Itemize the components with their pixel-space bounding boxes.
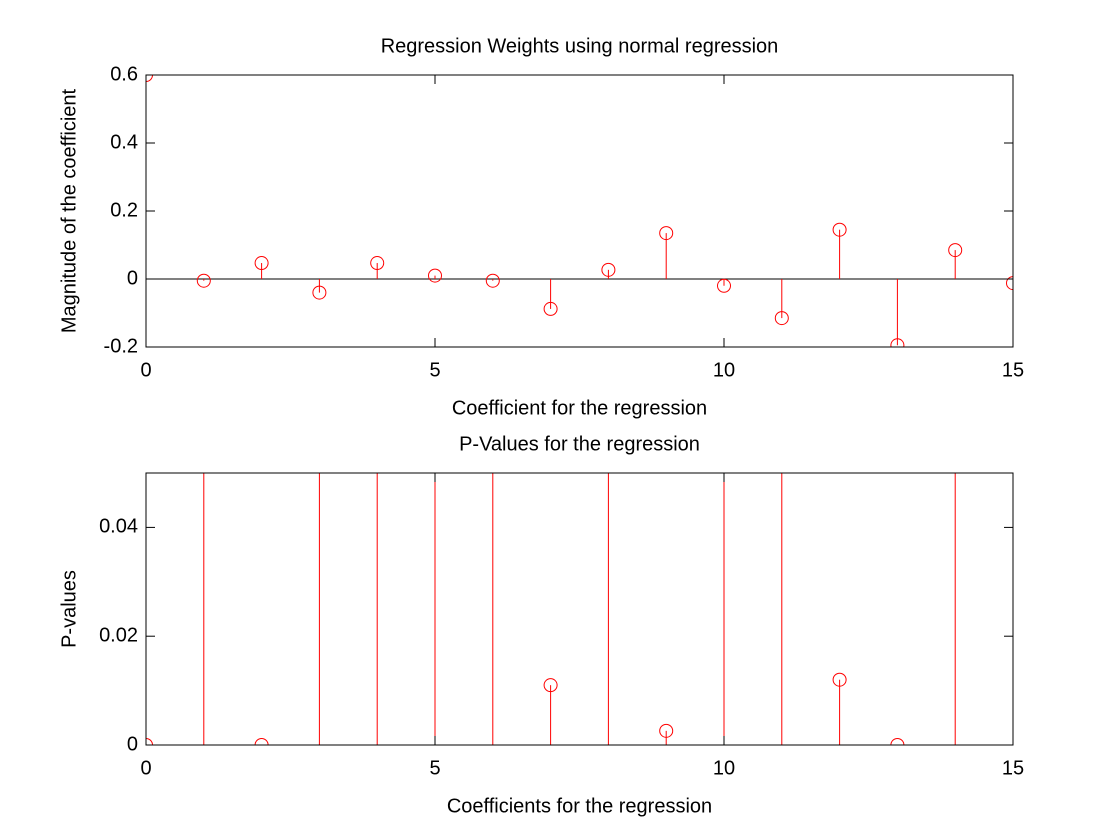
subplot: Regression Weights using normal regressi… [58,35,1024,419]
axes-box [145,74,1014,348]
x-axis-label: Coefficients for the regression [447,795,712,817]
stem-marker [601,262,616,277]
x-tick-label: 15 [1002,757,1024,779]
y-tick-label: 0 [127,733,138,755]
y-axis-label: Magnitude of the coefficient [58,88,80,333]
subplot: P-Values for the regression Coefficients … [58,433,1024,817]
stem-marker [659,723,674,738]
y-tick-label: 0.2 [110,199,138,221]
y-axis-label: P-values [58,570,80,648]
stem-marker [948,243,963,258]
stem-marker [485,273,500,288]
y-tick-label: 0 [127,267,138,289]
stem-marker [890,738,905,745]
stem-marker [312,285,327,300]
y-tick-label: 0.4 [110,131,138,153]
x-tick-label: 10 [713,757,735,779]
plot-area [146,473,1013,745]
x-tick-label: 5 [429,359,440,381]
y-tick-label: 0.02 [99,624,138,646]
x-tick-label: 5 [429,757,440,779]
stem-marker [543,301,558,316]
y-tick-label: 0.6 [110,63,138,85]
y-tick-label: 0.04 [99,516,138,538]
stem-marker [428,268,442,283]
chart-title: P-Values for the regression [459,433,700,455]
stem-marker [254,256,269,271]
stem-marker [774,311,789,326]
stem-marker [1006,276,1013,291]
plot-area [146,75,1013,347]
x-tick-label: 0 [140,359,151,381]
stem-marker [543,678,558,693]
stem-marker [659,226,674,241]
stem-marker [890,338,905,347]
stem-marker [370,256,385,271]
stem-marker [254,738,269,745]
x-tick-label: 0 [140,757,151,779]
x-tick-label: 10 [713,359,735,381]
stem-marker [832,222,847,237]
stem-marker [717,278,731,293]
chart-title: Regression Weights using normal regressi… [381,35,779,57]
y-tick-label: -0.2 [104,335,138,357]
stem-marker [196,273,211,288]
x-axis-label: Coefficient for the regression [452,397,707,419]
stem-marker [832,672,847,687]
x-tick-label: 15 [1002,359,1024,381]
axes-box [145,472,1014,746]
